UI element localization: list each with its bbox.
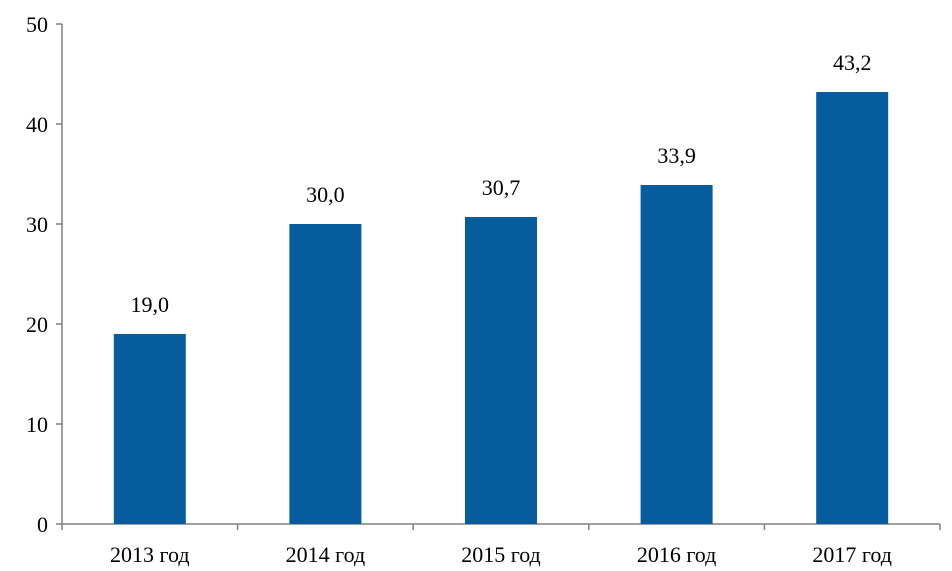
x-tick-label: 2017 год [812,542,892,567]
y-tick-label: 20 [26,312,48,337]
y-tick-label: 0 [37,512,48,537]
x-axis-ticks: 2013 год 2014 год 2015 год 2016 год 2017 год [61,524,941,567]
data-label: 30,0 [306,182,345,207]
x-tick-label: 2015 год [461,542,541,567]
x-tick-label: 2014 год [286,542,366,567]
bar [640,185,713,524]
bars-group [113,92,889,524]
bar [816,92,889,524]
y-tick-label: 40 [26,112,48,137]
x-tick-label: 2016 год [637,542,717,567]
y-tick-label: 50 [26,12,48,37]
data-labels-group: 19,0 30,0 30,7 33,9 43,2 [131,50,872,317]
data-label: 30,7 [482,175,521,200]
bar [289,224,362,524]
data-label: 33,9 [657,143,696,168]
y-tick-label: 10 [26,412,48,437]
y-axis-ticks: 0 10 20 30 40 50 [26,12,62,537]
bar [465,217,537,524]
y-tick-label: 30 [26,212,48,237]
data-label: 43,2 [833,50,872,75]
bar [113,334,186,524]
data-label: 19,0 [131,292,170,317]
x-tick-label: 2013 год [110,542,190,567]
